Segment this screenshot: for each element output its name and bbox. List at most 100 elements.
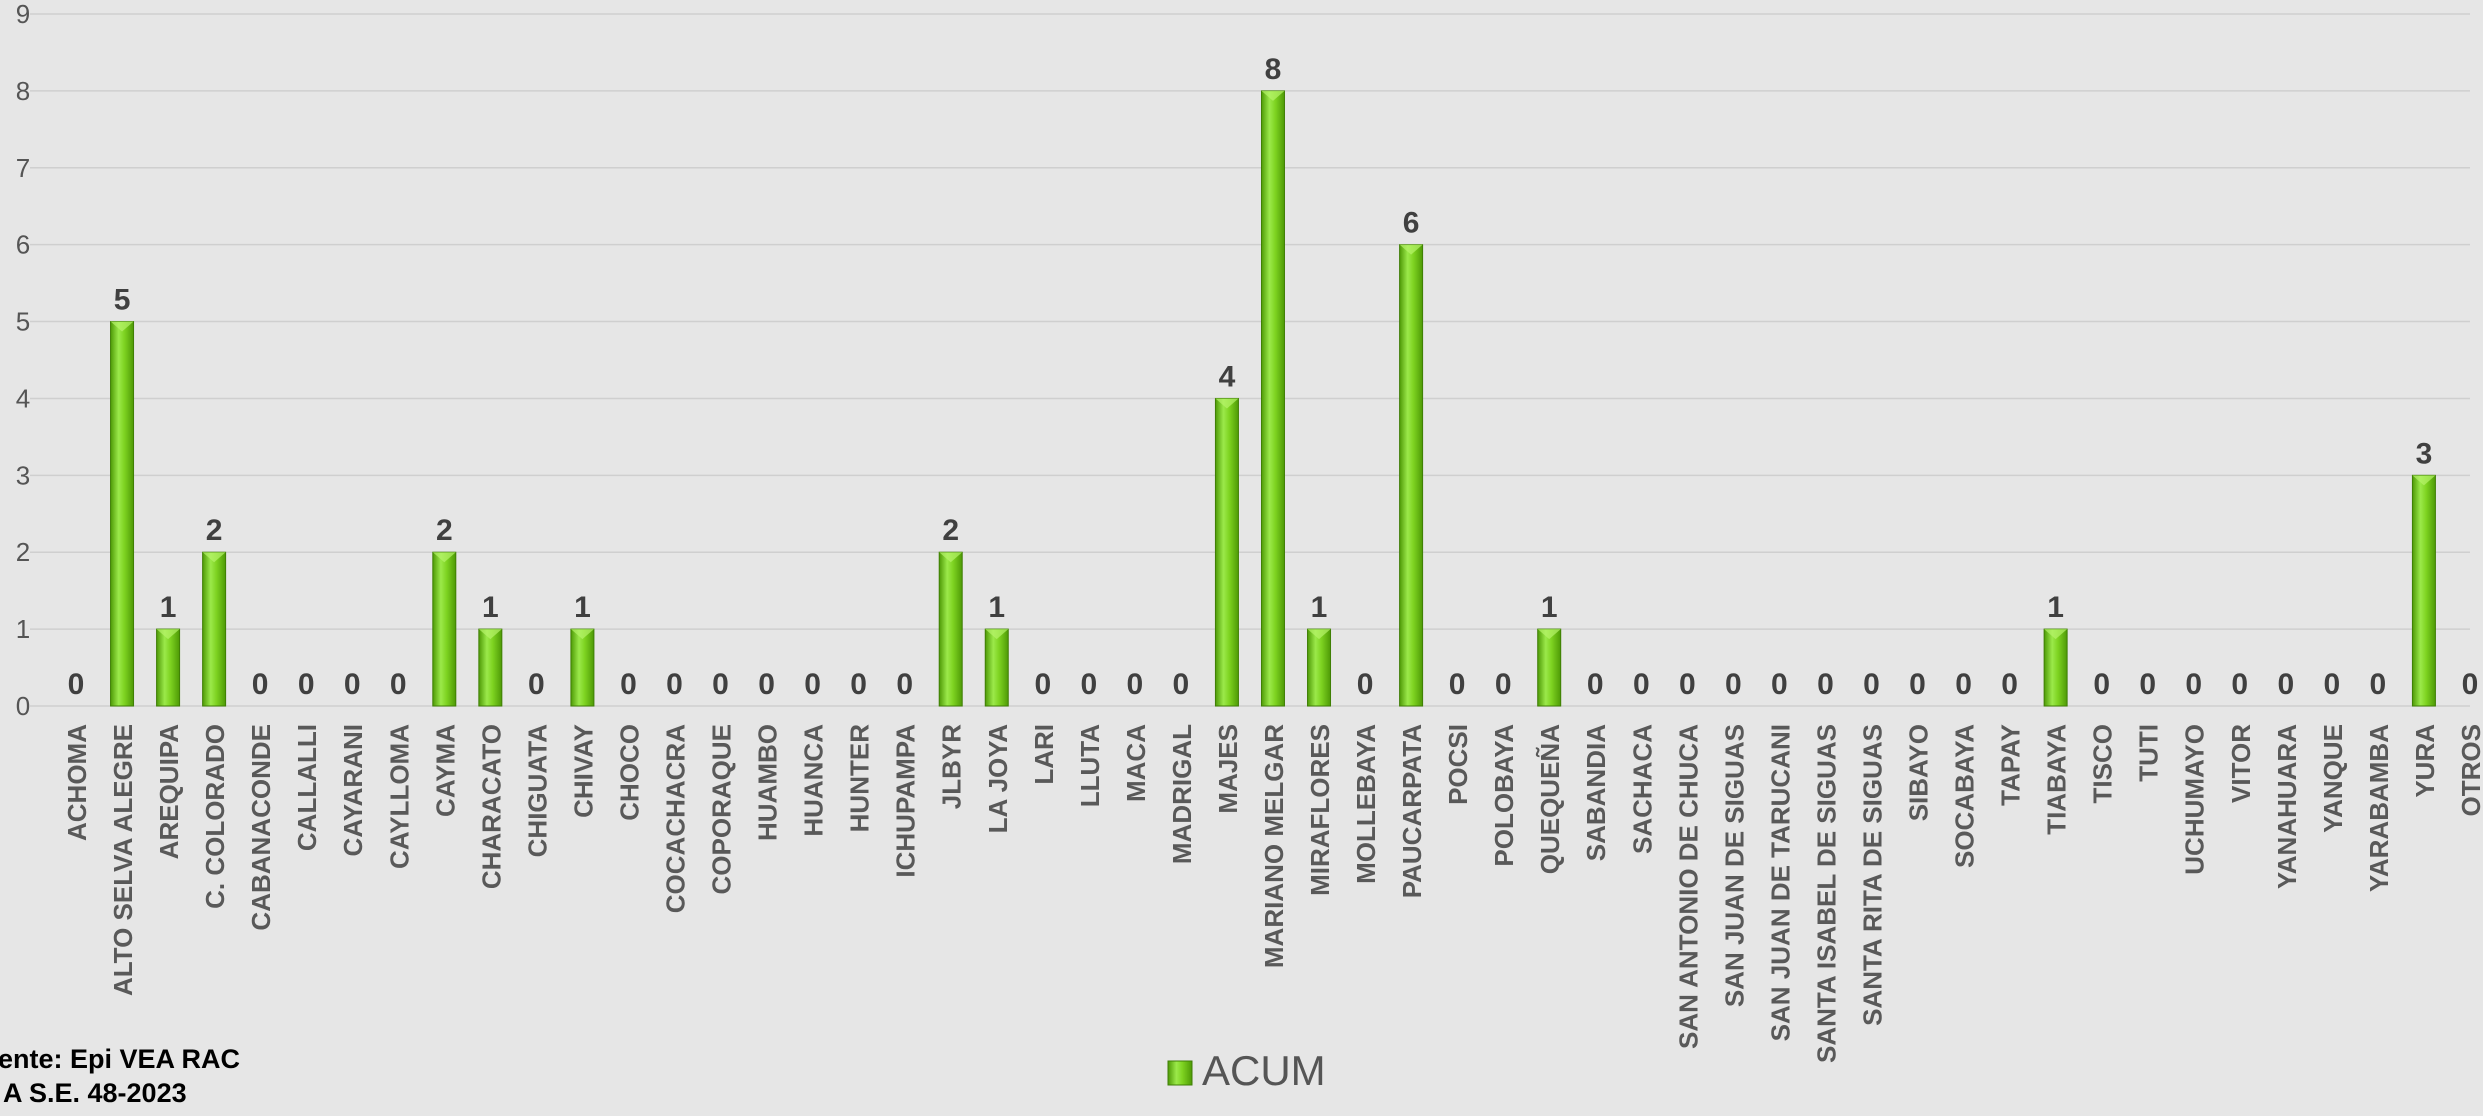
y-tick-label: 8 [16,76,30,106]
x-tick-label: CAYMA [430,724,460,817]
legend-swatch [1167,1060,1193,1086]
x-tick-label: VITOR [2226,724,2256,803]
bar [478,628,503,707]
x-tick-label: JLBYR [937,724,967,809]
x-axis: ACHOMA ALTO SELVA ALEGRE AREQUIPA C. COLORA… [62,724,2483,1063]
x-tick-label: SAN ANTONIO DE CHUCA [1673,724,1703,1049]
data-label: 0 [252,668,269,701]
bar [110,321,135,707]
bar-cap [2044,629,2068,640]
data-label: 1 [482,591,499,624]
bar-cap [202,552,226,563]
bar-cap [1261,90,1285,101]
y-tick-label: 5 [16,307,30,337]
data-label: 0 [2231,668,2248,701]
data-label: 0 [1587,668,1604,701]
x-tick-label: YURA [2410,724,2440,798]
data-label: 0 [758,668,775,701]
data-label: 6 [1403,207,1420,240]
x-tick-label: CAYARANI [338,724,368,856]
data-label: 0 [1034,668,1051,701]
x-tick-label: SANTA ISABEL DE SIGUAS [1811,724,1841,1063]
y-tick-label: 6 [16,230,30,260]
data-label: 0 [896,668,913,701]
x-tick-label: CHIGUATA [522,724,552,858]
x-tick-label: POCSI [1443,724,1473,805]
x-tick-label: MOLLEBAYA [1351,724,1381,884]
bar [156,628,181,707]
y-tick-label: 3 [16,460,30,490]
bar [1307,628,1332,707]
data-label: 0 [2001,668,2018,701]
x-tick-label: LARI [1029,724,1059,785]
data-label: 0 [666,668,683,701]
x-tick-label: C. COLORADO [200,724,230,909]
x-tick-label: ACHOMA [62,724,92,841]
x-tick-label: YANAHUARA [2272,724,2302,889]
source-line-2: A S.E. 48-2023 [3,1078,187,1108]
x-tick-label: SANTA RITA DE SIGUAS [1857,724,1887,1026]
data-label: 0 [1449,668,1466,701]
x-tick-label: MAJES [1213,724,1243,814]
bar-cap [1537,629,1561,640]
y-axis: 0 1 2 3 4 5 6 7 8 9 [16,0,30,721]
data-label: 0 [68,668,85,701]
x-tick-label: SABANDIA [1581,724,1611,861]
data-label: 2 [436,514,453,547]
bar [2411,474,2436,707]
data-label: 0 [1725,668,1742,701]
bar-cap [2412,475,2436,486]
data-label: 0 [1955,668,1972,701]
data-label: 2 [206,514,223,547]
x-tick-label: TUTI [2134,724,2164,782]
x-tick-label: TISCO [2088,724,2118,803]
bar-cap [939,552,963,563]
bar [1399,244,1424,707]
data-label: 0 [1173,668,1190,701]
data-label: 0 [2277,668,2294,701]
data-label: 0 [1495,668,1512,701]
data-label: 0 [2324,668,2341,701]
x-tick-label: UCHUMAYO [2180,724,2210,875]
bar-cap [1307,629,1331,640]
data-label: 0 [528,668,545,701]
data-label: 0 [712,668,729,701]
x-tick-label: LA JOYA [983,724,1013,834]
data-label: 4 [1219,360,1236,393]
data-label: 0 [1909,668,1926,701]
bar [2043,628,2068,707]
bar [1214,397,1239,707]
x-tick-label: MACA [1121,724,1151,802]
gridlines [30,13,2470,707]
data-label: 3 [2416,437,2433,470]
x-tick-label: YANQUE [2318,724,2348,833]
y-tick-label: 0 [16,691,30,721]
data-label: 5 [114,284,131,317]
bar [1537,628,1562,707]
x-tick-label: MADRIGAL [1167,724,1197,864]
data-label: 8 [1265,53,1282,86]
x-tick-label: ICHUPAMPA [891,724,921,878]
bar [432,551,457,707]
x-tick-label: HUANCA [799,724,829,837]
x-tick-label: SAN JUAN DE TARUCANI [1765,724,1795,1041]
bar [984,628,1009,707]
y-tick-label: 7 [16,153,30,183]
bar-cap [478,629,502,640]
data-label: 0 [344,668,361,701]
x-tick-label: CABANACONDE [246,724,276,931]
bar-cap [432,552,456,563]
bar-cap [110,321,134,332]
data-label: 0 [1863,668,1880,701]
x-tick-label: LLUTA [1075,724,1105,807]
x-tick-label: CHOCO [614,724,644,821]
data-label: 0 [390,668,407,701]
data-label: 1 [160,591,177,624]
x-tick-label: CHARACATO [476,724,506,889]
x-tick-label: CHIVAY [568,724,598,818]
x-tick-label: PAUCARPATA [1397,724,1427,899]
y-tick-label: 9 [16,0,30,29]
data-label: 0 [298,668,315,701]
